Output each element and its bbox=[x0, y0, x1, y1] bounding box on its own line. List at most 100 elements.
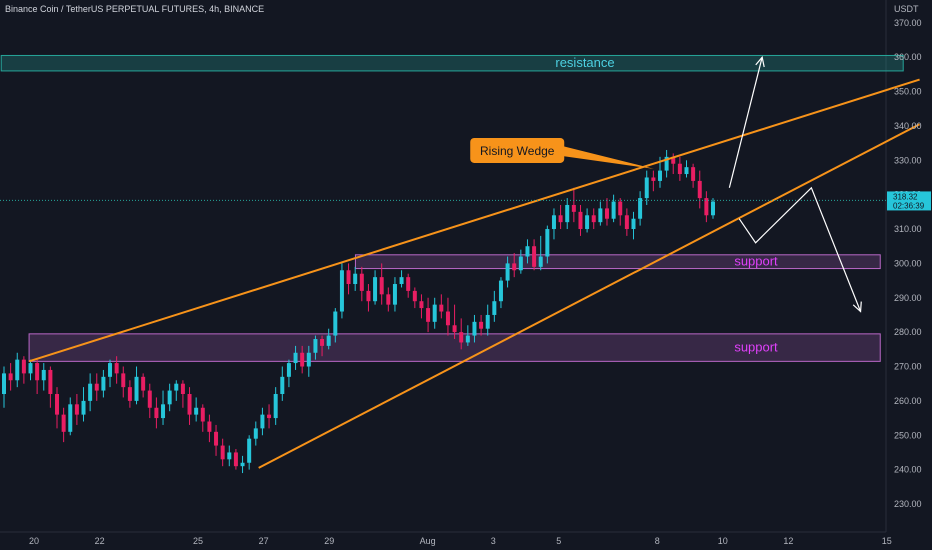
candle bbox=[346, 270, 351, 285]
candle bbox=[412, 290, 417, 302]
candle bbox=[578, 211, 583, 230]
grid bbox=[0, 0, 887, 533]
candle bbox=[273, 394, 278, 419]
y-tick-label: 330.00 bbox=[894, 155, 922, 165]
candle bbox=[101, 376, 106, 391]
wedge-lower-line bbox=[258, 123, 921, 469]
candle bbox=[618, 201, 623, 216]
candle bbox=[426, 308, 431, 322]
price-tag bbox=[887, 191, 931, 211]
candle bbox=[35, 363, 40, 381]
resistance-label: resistance bbox=[555, 55, 614, 70]
candle bbox=[399, 277, 404, 285]
y-tick-label: 340.00 bbox=[894, 121, 922, 131]
current-price-label: 318.32 bbox=[893, 192, 918, 201]
y-tick-label: 310.00 bbox=[894, 224, 922, 234]
x-tick-label: 15 bbox=[882, 536, 892, 546]
candle bbox=[604, 208, 609, 219]
x-tick-label: 22 bbox=[95, 536, 105, 546]
candle bbox=[267, 414, 272, 419]
candle bbox=[81, 400, 86, 415]
candle bbox=[558, 215, 563, 223]
candle bbox=[373, 277, 378, 302]
candle bbox=[644, 177, 649, 199]
candle bbox=[15, 359, 20, 381]
countdown-label: 02:36:39 bbox=[893, 201, 925, 210]
candle bbox=[134, 376, 139, 401]
candle bbox=[333, 311, 338, 336]
candle bbox=[293, 352, 298, 364]
candle bbox=[247, 438, 252, 463]
y-tick-label: 360.00 bbox=[894, 52, 922, 62]
candle bbox=[465, 335, 470, 343]
bullish-arrow-head bbox=[755, 55, 765, 68]
candle bbox=[240, 462, 245, 467]
candle bbox=[214, 431, 219, 446]
candle bbox=[691, 167, 696, 181]
y-tick-label: 270.00 bbox=[894, 362, 922, 372]
x-tick-label: 12 bbox=[783, 536, 793, 546]
candle bbox=[571, 204, 576, 212]
candle bbox=[518, 256, 523, 271]
bearish-arrow bbox=[738, 186, 862, 312]
x-tick-label: 5 bbox=[556, 536, 561, 546]
candle bbox=[227, 452, 232, 460]
candle bbox=[611, 201, 616, 219]
candle bbox=[472, 321, 477, 336]
candle bbox=[174, 383, 179, 391]
resistance-zone bbox=[0, 54, 904, 72]
candle bbox=[353, 273, 358, 285]
y-tick-label: 370.00 bbox=[894, 18, 922, 28]
candle bbox=[94, 383, 99, 391]
support-lower-label: support bbox=[734, 340, 778, 355]
axes: USDT 230.00 240.00 250.00 260.00 270.00 280.00… bbox=[29, 4, 931, 546]
candle bbox=[114, 363, 119, 374]
candle bbox=[505, 263, 510, 281]
candle bbox=[339, 270, 344, 312]
candle bbox=[545, 229, 550, 257]
candle bbox=[631, 218, 636, 230]
y-tick-label: 290.00 bbox=[894, 293, 922, 303]
x-tick-label: 29 bbox=[324, 536, 334, 546]
candle bbox=[638, 198, 643, 219]
candle bbox=[565, 204, 570, 223]
candle bbox=[2, 373, 6, 395]
chart-title: Binance Coin / TetherUS PERPETUAL FUTURE… bbox=[5, 4, 265, 14]
candle bbox=[598, 208, 603, 223]
candle bbox=[233, 452, 238, 467]
y-tick-label: 250.00 bbox=[894, 430, 922, 440]
candle bbox=[21, 359, 26, 374]
candle bbox=[677, 163, 682, 175]
y-tick-label: 350.00 bbox=[894, 87, 922, 97]
x-tick-label: 27 bbox=[259, 536, 269, 546]
candle bbox=[379, 277, 384, 295]
candle bbox=[55, 394, 60, 415]
bearish-arrow-head bbox=[852, 301, 862, 313]
candle bbox=[260, 414, 265, 429]
zones: resistance support support bbox=[0, 54, 904, 362]
candle bbox=[657, 170, 662, 181]
candle bbox=[286, 363, 291, 377]
y-tick-label: 280.00 bbox=[894, 327, 922, 337]
candle bbox=[386, 294, 391, 305]
candle bbox=[459, 332, 464, 343]
x-tick-label: 10 bbox=[718, 536, 728, 546]
candle bbox=[485, 314, 490, 329]
candle bbox=[512, 263, 517, 271]
candle bbox=[320, 339, 325, 346]
bullish-arrow bbox=[728, 57, 763, 188]
candle bbox=[624, 215, 629, 230]
candle bbox=[498, 280, 503, 302]
x-tick-label: 25 bbox=[193, 536, 203, 546]
y-tick-label: 260.00 bbox=[894, 396, 922, 406]
x-tick-label: 8 bbox=[655, 536, 660, 546]
callout-box bbox=[470, 137, 565, 163]
candle bbox=[452, 325, 457, 333]
candle bbox=[439, 304, 444, 312]
candle bbox=[108, 363, 113, 377]
candle bbox=[300, 352, 305, 367]
candle bbox=[492, 301, 497, 315]
candle bbox=[671, 156, 676, 164]
candle bbox=[180, 383, 185, 395]
